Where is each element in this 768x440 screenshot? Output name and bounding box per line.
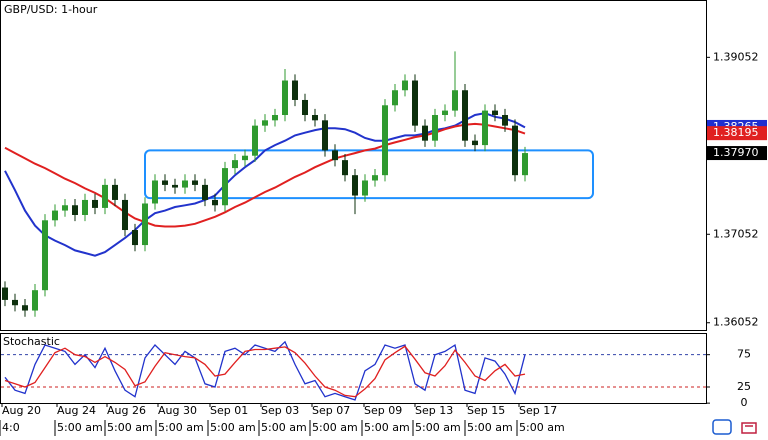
x-tick-label: Sep 07	[312, 404, 350, 417]
candle-body	[202, 184, 208, 200]
time-label: 5:00 am	[312, 421, 358, 434]
candle-body	[382, 105, 388, 176]
price-tag-label: 1.37970	[713, 146, 759, 159]
screenshot-icon[interactable]	[741, 422, 757, 434]
stochastic-line	[4, 340, 526, 401]
time-label: 5:00 am	[210, 421, 256, 434]
stochastic-y-tick-label: 0	[741, 396, 748, 409]
candle-body	[52, 210, 58, 221]
candle-body	[42, 220, 48, 291]
price-tag	[707, 126, 767, 141]
x-tick-label: Sep 13	[415, 404, 453, 417]
y-tick-label: 1.37052	[713, 227, 759, 240]
x-tick-label: Aug 24	[57, 404, 96, 417]
chart-title: GBP/USD: 1-hour	[4, 3, 98, 16]
time-label: 5:00 am	[415, 421, 461, 434]
x-tick-label: Aug 20	[2, 404, 41, 417]
candle-body	[92, 199, 98, 208]
time-label: 5:00 am	[467, 421, 513, 434]
candle-body	[302, 99, 308, 116]
candle-body	[332, 150, 338, 161]
time-label: 5:00 am	[158, 421, 204, 434]
candle-body	[2, 287, 8, 300]
x-tick-label: Sep 01	[210, 404, 248, 417]
candle-body	[412, 80, 418, 126]
y-tick-label: 1.36052	[713, 316, 759, 329]
x-tick-label: Sep 03	[261, 404, 299, 417]
candle-body	[232, 160, 238, 169]
candle-body	[32, 290, 38, 311]
candle-body	[512, 125, 518, 176]
x-tick-label: Aug 26	[107, 404, 146, 417]
candle-body	[372, 175, 378, 181]
candle-body	[142, 203, 148, 246]
candle-body	[262, 120, 268, 126]
candle-body	[282, 80, 288, 116]
candle-body	[402, 80, 408, 91]
moving-average	[4, 112, 526, 257]
candle-body	[442, 110, 448, 116]
candle-body	[272, 115, 278, 121]
candle-body	[352, 175, 358, 196]
candle-body	[292, 80, 298, 100]
price-tag-label: 1.38195	[713, 126, 759, 139]
x-tick-label: Sep 17	[519, 404, 557, 417]
time-label: 4:0	[2, 421, 20, 434]
candle-body	[62, 205, 68, 211]
candle-body	[362, 180, 368, 196]
candle-body	[22, 305, 28, 311]
candle-body	[212, 199, 218, 206]
x-tick-label: Aug 30	[158, 404, 197, 417]
candle-body	[452, 90, 458, 111]
candle-body	[152, 180, 158, 204]
time-label: 5:00 am	[107, 421, 153, 434]
candle-body	[242, 155, 248, 161]
main-panel	[0, 0, 707, 331]
time-label: 5:00 am	[364, 421, 410, 434]
candle-body	[492, 110, 498, 116]
candle-body	[132, 230, 138, 246]
candle-body	[112, 184, 118, 200]
candle-body	[162, 180, 168, 185]
candle-body	[172, 184, 178, 188]
candle-body	[462, 90, 468, 141]
candle-body	[322, 120, 328, 151]
x-tick-label: Sep 15	[467, 404, 505, 417]
toolbar-icons	[712, 419, 757, 435]
stochastic-title: Stochastic	[3, 335, 60, 348]
link-icon[interactable]	[712, 419, 732, 435]
candle-body	[312, 115, 318, 121]
candle-body	[522, 153, 528, 176]
stochastic-line	[4, 345, 526, 398]
x-tick-label: Sep 09	[364, 404, 402, 417]
candle-body	[482, 110, 488, 146]
stochastic-y-tick-label: 75	[737, 348, 751, 361]
stochastic-y-tick-label: 25	[737, 380, 751, 393]
candle-body	[502, 115, 508, 126]
time-label: 5:00 am	[519, 421, 565, 434]
candle-body	[432, 115, 438, 141]
price-tag	[707, 146, 767, 161]
candle-body	[102, 184, 108, 208]
moving-average	[4, 122, 526, 228]
candle-body	[12, 299, 18, 306]
candle-body	[72, 205, 78, 215]
y-tick-label: 1.39052	[713, 50, 759, 63]
candle-body	[392, 90, 398, 106]
title-bg	[1, 1, 101, 18]
candle-body	[82, 199, 88, 215]
stochastic-panel	[0, 333, 707, 404]
candle-body	[422, 125, 428, 141]
time-label: 5:00 am	[57, 421, 103, 434]
candle-body	[122, 199, 128, 231]
candle-body	[252, 125, 258, 156]
candle-body	[192, 180, 198, 185]
time-label: 5:00 am	[261, 421, 307, 434]
candle-body	[222, 168, 228, 206]
candle-body	[182, 180, 188, 188]
candle-body	[472, 140, 478, 146]
candle-body	[342, 160, 348, 176]
